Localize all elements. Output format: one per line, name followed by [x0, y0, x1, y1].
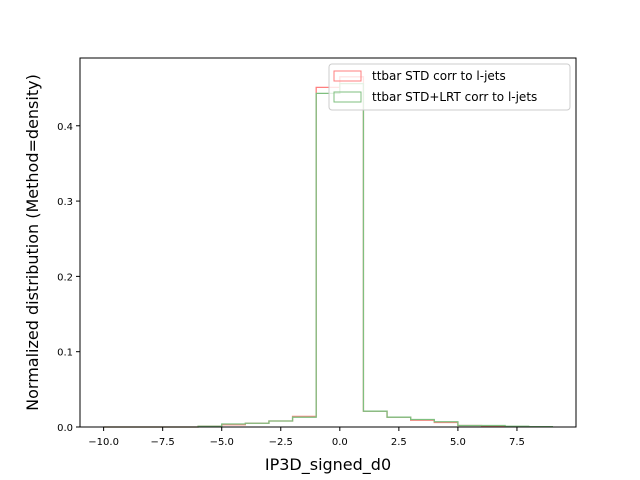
x-axis-label: IP3D_signed_d0: [265, 455, 391, 475]
y-tick-label: 0.3: [57, 197, 73, 208]
axes-frame: [79, 57, 577, 428]
x-tick-label: −5.0: [210, 437, 234, 448]
x-tick-label: 5.0: [450, 437, 466, 448]
legend-swatch: [333, 70, 362, 82]
legend-label: ttbar STD+LRT corr to l-jets: [372, 90, 537, 104]
axes-layer: −10.0 −7.5 −5.0 −2.5 0.0 2.5 5.0 7.5 0.0 0.1 0.2 0.…: [57, 57, 577, 448]
legend-label: ttbar STD corr to l-jets: [372, 69, 506, 83]
legend-frame: [328, 63, 571, 111]
x-tick-label: 2.5: [391, 437, 407, 448]
y-tick-label: 0.2: [57, 272, 73, 283]
x-tick-label: −2.5: [269, 437, 293, 448]
x-tick-label: −7.5: [151, 437, 175, 448]
x-tick-label: 0.0: [332, 437, 348, 448]
y-tick-label: 0.4: [57, 122, 73, 133]
legend: ttbar STD corr to l-jets ttbar STD+LRT co…: [328, 63, 571, 111]
x-tick-label: 7.5: [509, 437, 525, 448]
y-tick-label: 0.1: [57, 348, 73, 359]
y-axis-label: Normalized distribution (Method=density): [23, 74, 42, 411]
y-tick-label: 0.0: [57, 423, 73, 434]
series-line-0: [103, 76, 554, 428]
legend-swatch: [333, 91, 362, 103]
series-layer: [103, 76, 554, 428]
series-line-1: [103, 82, 554, 428]
x-tick-label: −10.0: [88, 437, 119, 448]
